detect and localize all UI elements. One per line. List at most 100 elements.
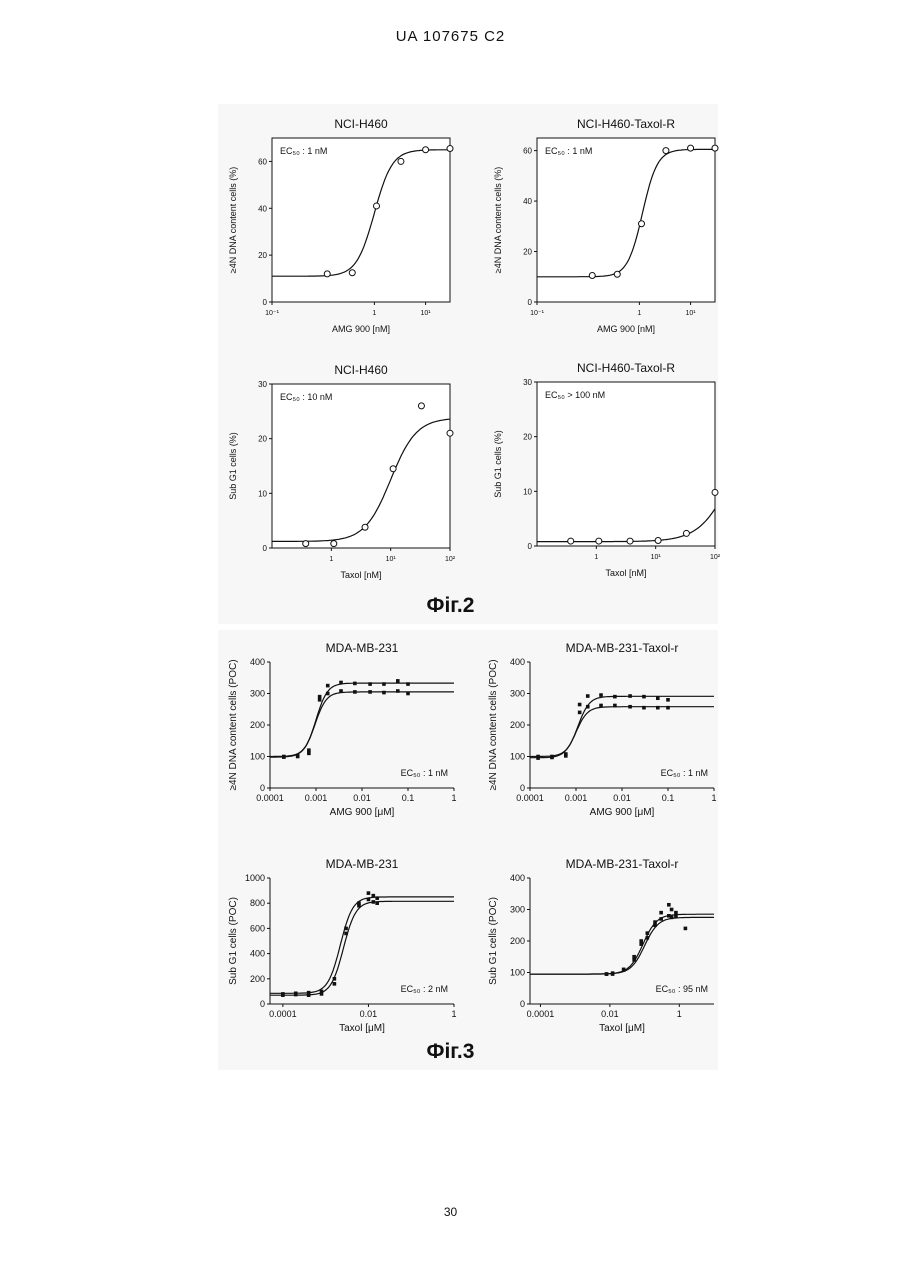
x-tick-label: 1 [451, 1009, 456, 1019]
x-tick-label: 0.01 [601, 1009, 619, 1019]
y-tick-label: 20 [523, 433, 532, 442]
fit-curve [270, 683, 454, 756]
x-axis-label: AMG 900 [μM] [590, 807, 655, 818]
data-point [349, 270, 355, 276]
chart-nci-h460-taxol-r-amg900: NCI-H460-Taxol-R020406010⁻¹110¹AMG 900 [… [487, 112, 727, 342]
x-tick-label: 0.001 [565, 793, 588, 803]
data-point [326, 692, 330, 696]
data-point [586, 694, 590, 698]
chart-title: NCI-H460 [334, 117, 388, 131]
data-point [614, 271, 620, 277]
data-point [447, 146, 453, 152]
data-point [382, 691, 386, 695]
data-point [307, 748, 311, 752]
y-tick-label: 60 [523, 147, 532, 156]
y-tick-label: 60 [258, 157, 267, 166]
ec50-annotation: EC₅₀ : 1 nM [401, 768, 448, 778]
data-point [688, 145, 694, 151]
chart-mda-mb-231-taxol-r-taxol: MDA-MB-231-Taxol-r01002003004000.00010.0… [482, 848, 732, 1038]
y-tick-label: 0 [520, 783, 525, 793]
y-tick-label: 1000 [245, 873, 265, 883]
data-point [613, 695, 617, 699]
chart-nci-h460-amg900: NCI-H460020406010⁻¹110¹AMG 900 [nM]≥4N D… [222, 112, 462, 342]
x-tick-label: 1 [594, 554, 598, 561]
data-point [320, 992, 324, 996]
data-point [659, 917, 663, 921]
x-tick-label: 10¹ [651, 554, 662, 561]
data-point [642, 695, 646, 699]
ec50-annotation: EC₅₀ : 1 nM [545, 146, 592, 156]
data-point [375, 901, 379, 905]
y-tick-label: 100 [510, 752, 525, 762]
x-tick-label: 1 [711, 793, 716, 803]
x-tick-label: 10² [445, 556, 456, 563]
x-tick-label: 0.0001 [269, 1009, 297, 1019]
y-tick-label: 10 [258, 489, 267, 498]
plot-frame [537, 382, 715, 546]
data-point [368, 682, 372, 686]
y-tick-label: 40 [523, 197, 532, 206]
data-point [632, 955, 636, 959]
data-point [712, 489, 718, 495]
fit-curve [530, 914, 714, 974]
y-tick-label: 200 [250, 720, 265, 730]
data-point [655, 538, 661, 544]
data-point [646, 931, 650, 935]
data-point [307, 752, 311, 756]
x-tick-label: 0.1 [402, 793, 415, 803]
x-tick-label: 1 [677, 1009, 682, 1019]
y-tick-label: 400 [510, 657, 525, 667]
data-point [367, 898, 371, 902]
y-tick-label: 200 [250, 974, 265, 984]
data-point [353, 682, 357, 686]
y-tick-label: 20 [258, 251, 267, 260]
x-tick-label: 10⁻¹ [530, 310, 544, 317]
data-point [663, 148, 669, 154]
fit-curve [530, 917, 714, 974]
chart-title: NCI-H460-Taxol-R [577, 361, 675, 375]
data-point [666, 698, 670, 702]
data-point [390, 466, 396, 472]
ec50-annotation: EC₅₀ : 1 nM [661, 768, 708, 778]
y-tick-label: 0 [260, 783, 265, 793]
data-point [375, 896, 379, 900]
data-point [296, 755, 300, 759]
x-tick-label: 1 [451, 793, 456, 803]
data-point [318, 695, 322, 699]
data-point [578, 703, 582, 707]
x-axis-label: AMG 900 [nM] [597, 324, 655, 334]
x-tick-label: 1 [372, 310, 376, 317]
chart-title: MDA-MB-231-Taxol-r [566, 641, 679, 655]
y-tick-label: 40 [258, 204, 267, 213]
data-point [684, 927, 688, 931]
y-tick-label: 200 [510, 936, 525, 946]
x-tick-label: 10² [710, 554, 721, 561]
data-point [339, 681, 343, 685]
data-point [666, 706, 670, 710]
data-point [406, 692, 410, 696]
data-point [605, 972, 609, 976]
y-tick-label: 100 [250, 752, 265, 762]
data-point [627, 538, 633, 544]
data-point [659, 911, 663, 915]
y-axis-label: ≥4N DNA content cells (%) [493, 167, 503, 273]
chart-title: MDA-MB-231 [326, 641, 399, 655]
x-axis-label: Taxol [nM] [605, 568, 646, 578]
chart-mda-mb-231-taxol: MDA-MB-231020040060080010000.00010.011Ta… [222, 848, 472, 1038]
x-tick-label: 10¹ [686, 310, 697, 317]
data-point [294, 993, 298, 997]
x-axis-label: AMG 900 [nM] [332, 324, 390, 334]
data-point [632, 958, 636, 962]
y-axis-label: Sub G1 cells (POC) [488, 897, 499, 985]
data-point [599, 693, 603, 697]
y-axis-label: ≥4N DNA content cells (POC) [228, 659, 239, 790]
y-tick-label: 0 [263, 544, 268, 553]
x-axis-label: Taxol [μM] [339, 1023, 385, 1034]
x-axis-label: AMG 900 [μM] [330, 807, 395, 818]
y-tick-label: 300 [250, 689, 265, 699]
data-point [674, 911, 678, 915]
x-tick-label: 0.1 [662, 793, 675, 803]
y-tick-label: 300 [510, 689, 525, 699]
x-tick-label: 10⁻¹ [265, 310, 279, 317]
y-tick-label: 0 [263, 298, 268, 307]
